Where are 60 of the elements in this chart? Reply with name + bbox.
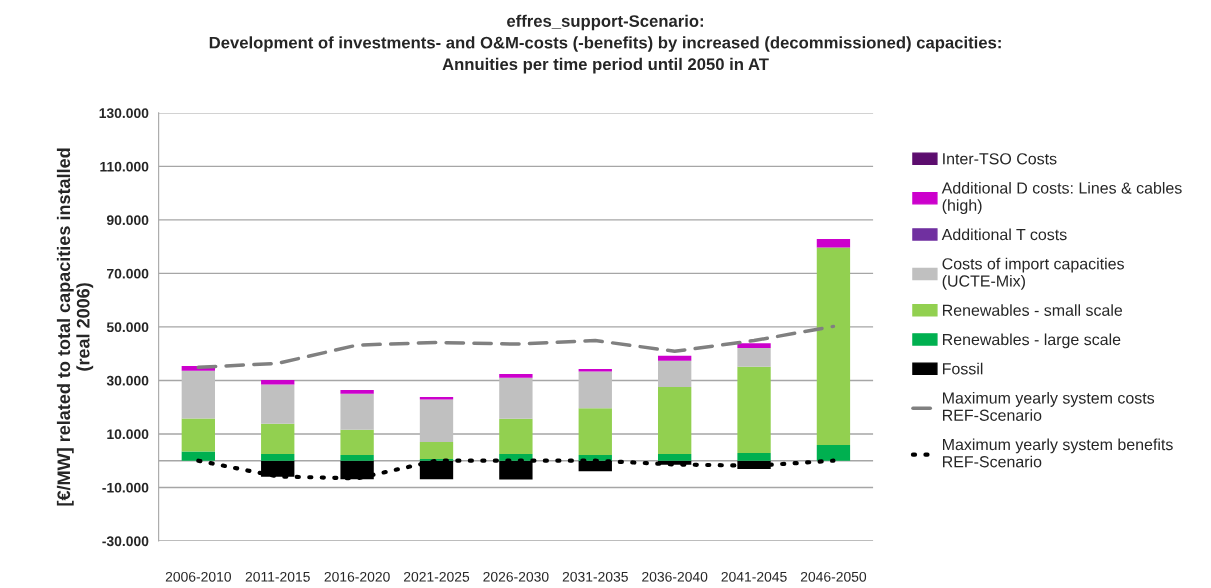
x-tick-label: 2026-2030: [483, 571, 549, 582]
bar: [261, 454, 295, 461]
bar: [737, 452, 771, 461]
bar: [499, 418, 533, 455]
legend-label: Additional D costs: Lines & cables (high): [941, 181, 1182, 215]
bar: [181, 370, 216, 419]
bar: [816, 238, 851, 248]
y-tick-label: 110.000: [100, 161, 149, 172]
bar: [657, 454, 692, 461]
bar: [261, 423, 295, 455]
x-tick-label: 2006-2010: [165, 571, 231, 582]
y-tick-label: 70.000: [107, 268, 149, 279]
y-axis-title: [€/MW] related to total capacities installed (real 2006): [56, 148, 94, 506]
bar: [340, 455, 374, 461]
bar: [737, 366, 771, 453]
bar: [340, 393, 374, 430]
legend-label: Additional T costs: [941, 228, 1067, 241]
bar: [657, 355, 692, 361]
legend-label: Inter-TSO Costs: [943, 153, 1057, 165]
legend-label: Maximum yearly system costs REF-Scenario: [943, 391, 1155, 421]
bar: [261, 384, 295, 424]
bar: [737, 348, 771, 367]
x-tick-label: 2036-2040: [642, 571, 708, 582]
y-tick-label: -30.000: [102, 536, 149, 547]
line-series: [196, 458, 836, 481]
legend-label: Costs of import capacities (UCTE-Mix): [942, 257, 1124, 290]
bar: [419, 441, 454, 460]
bar: [340, 390, 374, 394]
bar: [340, 429, 374, 456]
bar: [737, 343, 771, 349]
legend-label: Fossil: [943, 362, 983, 375]
x-tick-label: 2016-2020: [324, 571, 390, 582]
bar: [578, 408, 612, 456]
y-tick-label: 90.000: [106, 215, 149, 226]
bar: [181, 418, 216, 452]
bar: [419, 399, 454, 442]
x-tick-label: 2041-2045: [721, 571, 787, 582]
line-series: [196, 324, 836, 370]
legend-label: Renewables - large scale: [943, 333, 1121, 349]
y-tick-label: 10.000: [107, 429, 149, 440]
bar: [657, 360, 692, 388]
bar: [657, 387, 692, 455]
bar: [181, 451, 216, 461]
x-tick-label: 2031-2035: [562, 571, 628, 582]
bar: [578, 368, 612, 372]
chart-title: effres_support-Scenario: Development of investments- and O&M-costs (-benefits) by increased (decommissioned) capacities: Annuities per time period until 2050 in AT: [209, 14, 1001, 74]
bar: [578, 371, 612, 409]
x-tick-label: 2011-2015: [245, 571, 310, 582]
x-tick-label: 2046-2050: [800, 571, 867, 582]
x-tick-label: 2021-2025: [403, 571, 470, 582]
y-tick-label: -10.000: [102, 482, 149, 493]
bar: [816, 444, 851, 461]
legend-label: Maximum yearly system benefits REF-Scenario: [943, 438, 1173, 468]
y-tick-label: 50.000: [106, 322, 149, 333]
bar: [816, 247, 851, 445]
y-tick-label: 130.000: [99, 108, 149, 119]
bar: [499, 377, 533, 419]
y-tick-label: 30.000: [106, 375, 149, 386]
bar: [499, 374, 533, 378]
legend-label: Renewables - small scale: [943, 304, 1123, 316]
